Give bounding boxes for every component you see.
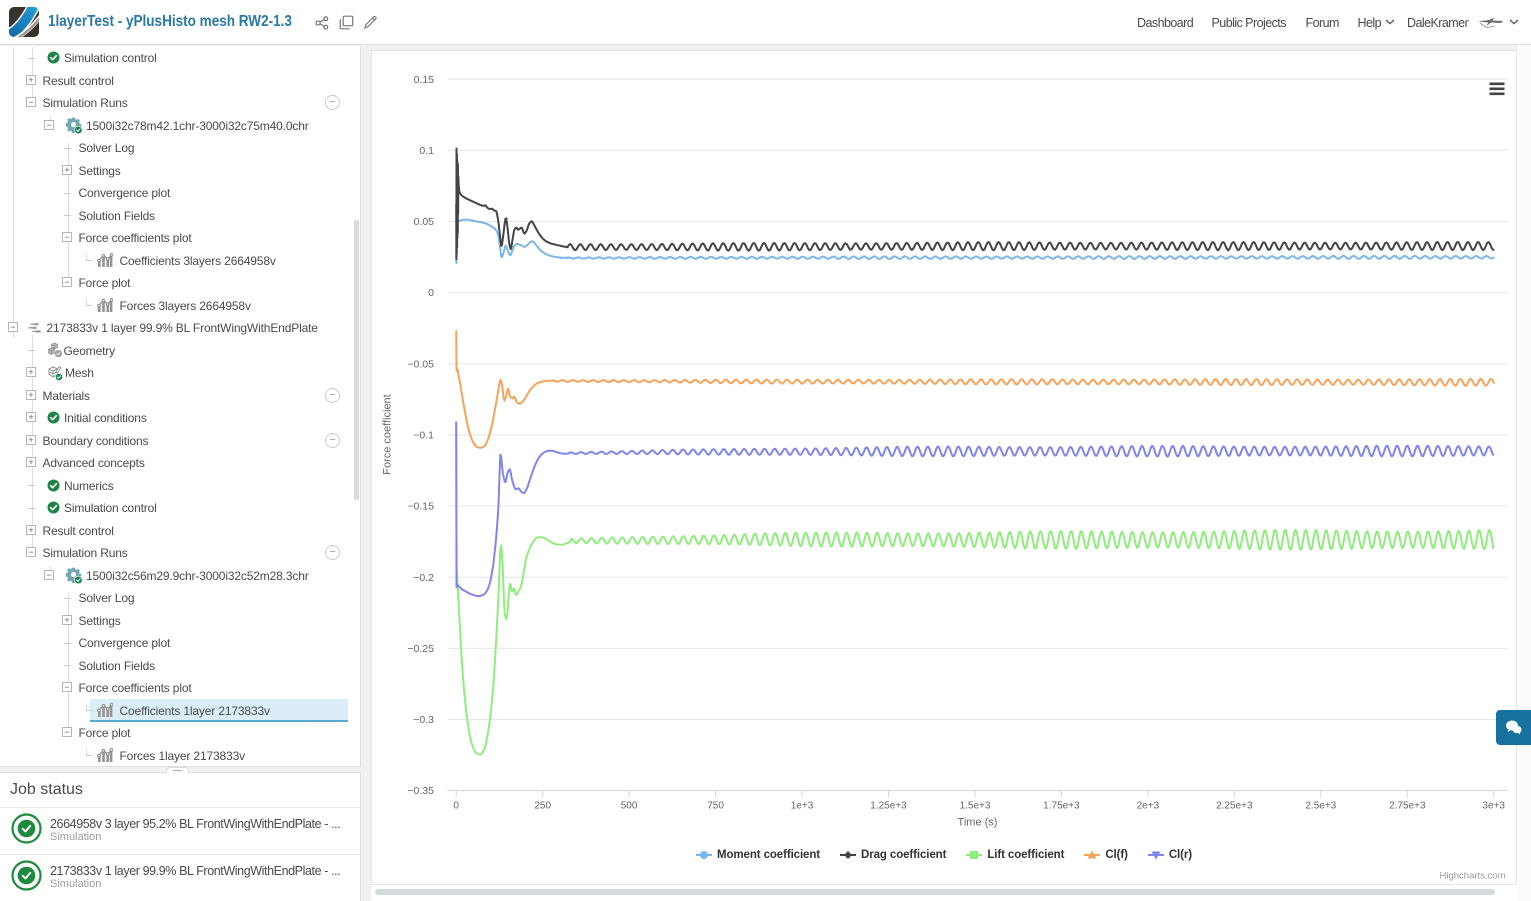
svg-text:−0.1: −0.1: [413, 429, 434, 441]
svg-text:0: 0: [428, 287, 434, 299]
svg-text:1e+3: 1e+3: [790, 800, 813, 811]
svg-text:Force coefficient: Force coefficient: [381, 394, 393, 475]
svg-text:−0.15: −0.15: [407, 500, 434, 512]
svg-text:−0.35: −0.35: [407, 785, 434, 797]
svg-text:0.05: 0.05: [413, 216, 434, 228]
svg-text:Highcharts.com: Highcharts.com: [1439, 870, 1505, 881]
svg-text:750: 750: [707, 800, 724, 811]
svg-text:1.25e+3: 1.25e+3: [870, 800, 907, 811]
svg-text:2.75e+3: 2.75e+3: [1389, 800, 1426, 811]
svg-text:1.5e+3: 1.5e+3: [959, 800, 990, 811]
svg-text:2.5e+3: 2.5e+3: [1305, 800, 1336, 811]
svg-text:0.15: 0.15: [413, 73, 434, 85]
svg-text:1.75e+3: 1.75e+3: [1043, 800, 1080, 811]
svg-text:0.1: 0.1: [419, 144, 434, 156]
svg-text:Time (s): Time (s): [957, 816, 997, 828]
svg-text:2.25e+3: 2.25e+3: [1216, 800, 1253, 811]
svg-text:250: 250: [534, 800, 551, 811]
svg-text:2e+3: 2e+3: [1136, 800, 1159, 811]
svg-text:−0.05: −0.05: [407, 358, 434, 370]
svg-text:−0.2: −0.2: [413, 571, 434, 583]
svg-text:500: 500: [620, 800, 637, 811]
svg-text:−0.3: −0.3: [413, 714, 434, 726]
svg-text:−0.25: −0.25: [407, 642, 434, 654]
svg-text:3e+3: 3e+3: [1482, 800, 1505, 811]
svg-text:0: 0: [453, 800, 459, 811]
